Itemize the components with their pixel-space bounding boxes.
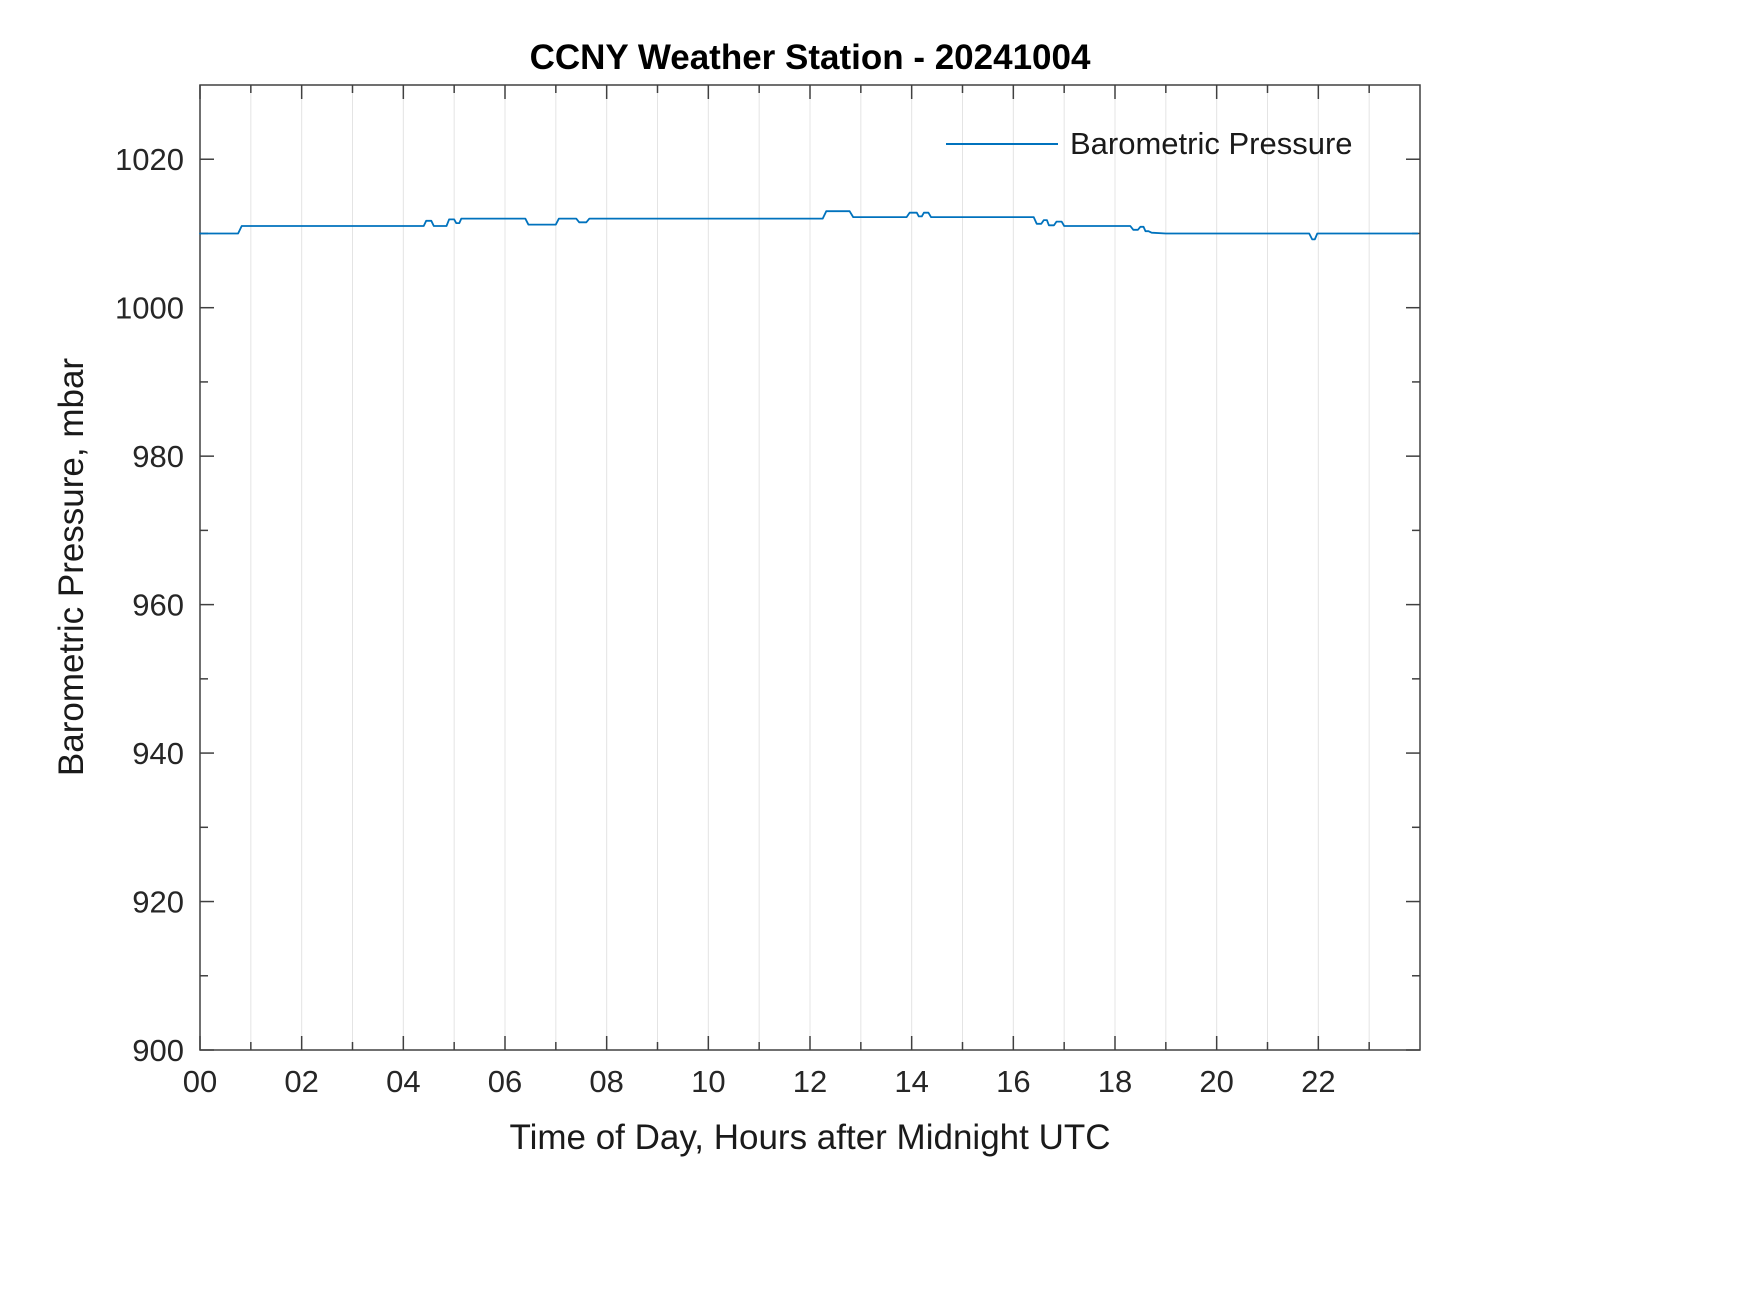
svg-text:22: 22: [1301, 1064, 1335, 1099]
svg-text:02: 02: [284, 1064, 318, 1099]
svg-text:16: 16: [996, 1064, 1030, 1099]
svg-text:06: 06: [488, 1064, 522, 1099]
svg-text:08: 08: [589, 1064, 623, 1099]
legend: Barometric Pressure: [946, 126, 1353, 162]
legend-label: Barometric Pressure: [1070, 126, 1353, 161]
x-axis-label: Time of Day, Hours after Midnight UTC: [509, 1118, 1111, 1157]
svg-text:12: 12: [793, 1064, 827, 1099]
svg-text:10: 10: [691, 1064, 725, 1099]
svg-text:14: 14: [894, 1064, 928, 1099]
svg-text:1020: 1020: [115, 142, 184, 177]
svg-text:04: 04: [386, 1064, 420, 1099]
svg-text:940: 940: [132, 736, 184, 771]
chart-title: CCNY Weather Station - 20241004: [529, 38, 1091, 77]
svg-text:980: 980: [132, 439, 184, 474]
svg-text:00: 00: [183, 1064, 217, 1099]
svg-text:1000: 1000: [115, 291, 184, 326]
svg-text:18: 18: [1098, 1064, 1132, 1099]
svg-text:20: 20: [1199, 1064, 1233, 1099]
svg-text:960: 960: [132, 588, 184, 623]
legend-line-swatch: [946, 143, 1058, 145]
svg-text:920: 920: [132, 885, 184, 920]
svg-text:900: 900: [132, 1033, 184, 1068]
